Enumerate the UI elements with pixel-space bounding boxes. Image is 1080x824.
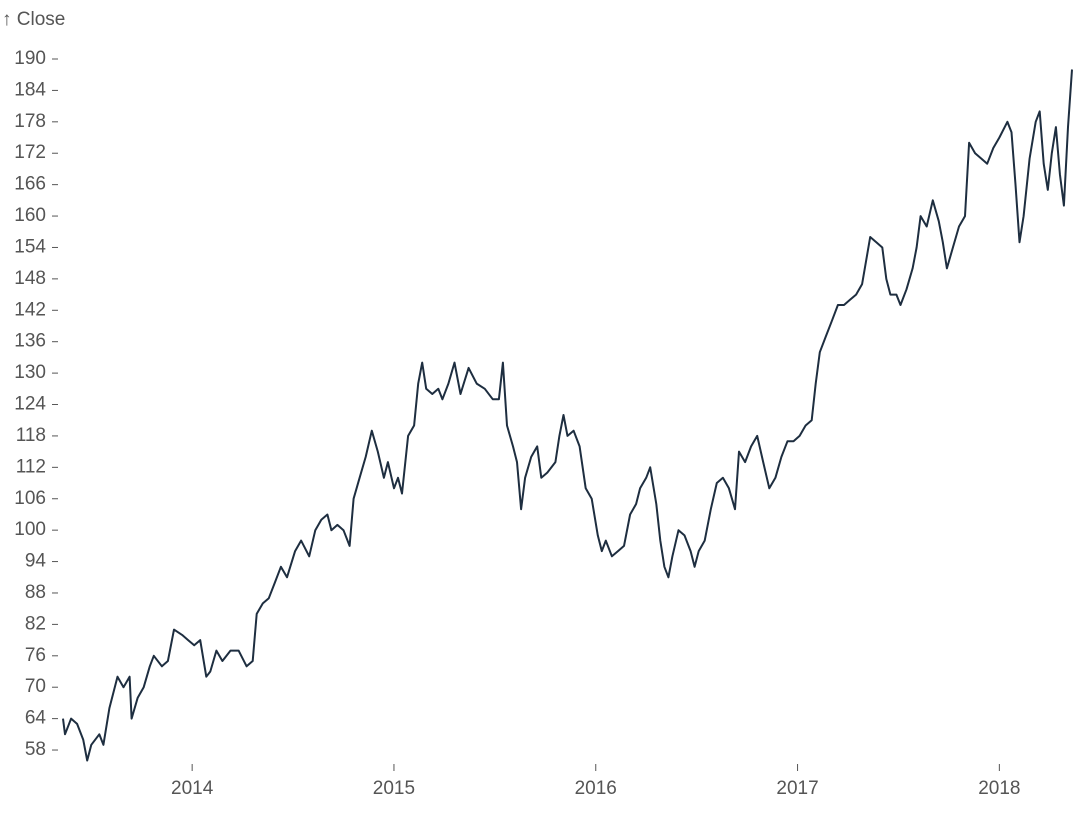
y-tick-label: 64 bbox=[25, 708, 47, 729]
x-tick-label: 2014 bbox=[171, 778, 214, 799]
y-tick-label: 82 bbox=[25, 613, 46, 634]
price-line bbox=[62, 69, 1073, 762]
y-tick-label: 106 bbox=[14, 488, 46, 509]
y-tick-label: 166 bbox=[14, 174, 46, 195]
x-tick-label: 2017 bbox=[776, 778, 818, 799]
y-tick-label: 124 bbox=[14, 394, 46, 415]
y-tick-label: 94 bbox=[25, 551, 47, 572]
y-tick-label: 190 bbox=[14, 48, 46, 69]
y-tick-label: 118 bbox=[16, 425, 46, 446]
y-tick-label: 148 bbox=[14, 268, 46, 289]
y-tick-label: 76 bbox=[25, 645, 46, 666]
y-tick-label: 178 bbox=[14, 111, 46, 132]
y-tick-label: 154 bbox=[14, 236, 46, 257]
y-tick-label: 112 bbox=[16, 456, 46, 477]
y-tick-label: 172 bbox=[14, 142, 46, 163]
x-tick-label: 2015 bbox=[373, 778, 415, 799]
y-tick-label: 130 bbox=[14, 362, 46, 383]
y-tick-label: 88 bbox=[25, 582, 46, 603]
y-axis-label: ↑ Close bbox=[2, 9, 65, 30]
y-tick-label: 160 bbox=[14, 205, 46, 226]
y-tick-label: 184 bbox=[14, 79, 46, 100]
y-tick-label: 142 bbox=[14, 299, 46, 320]
y-tick-label: 136 bbox=[14, 331, 46, 352]
x-tick-label: 2018 bbox=[978, 778, 1020, 799]
y-tick-label: 58 bbox=[25, 739, 46, 760]
y-tick-label: 100 bbox=[14, 519, 46, 540]
y-tick-label: 70 bbox=[25, 676, 46, 697]
x-tick-label: 2016 bbox=[575, 778, 617, 799]
